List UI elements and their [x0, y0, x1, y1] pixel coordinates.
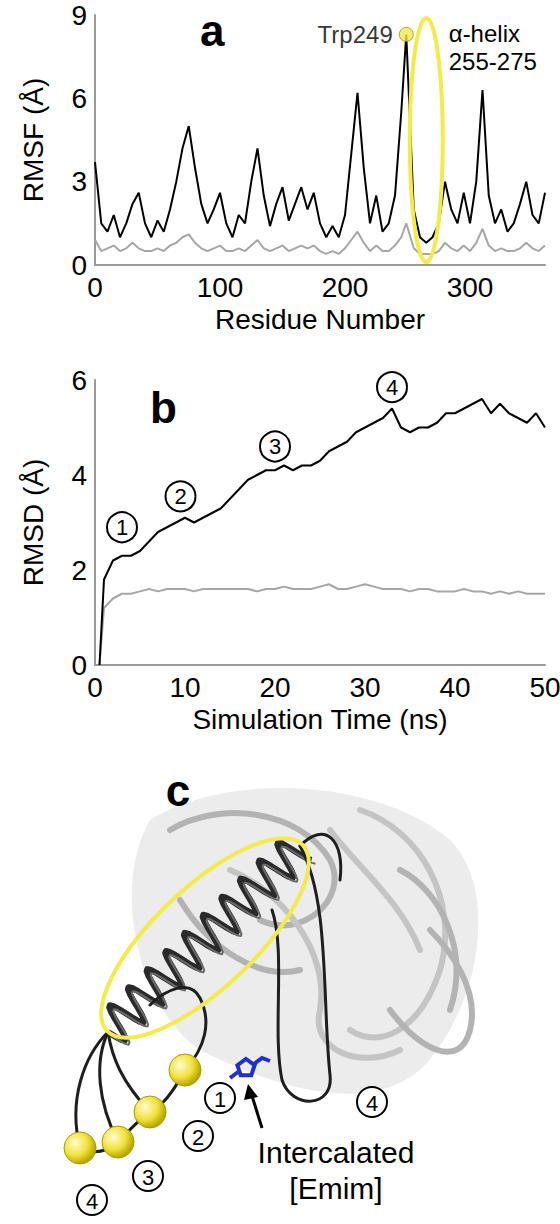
svg-text:4: 4	[366, 1091, 378, 1116]
svg-text:b: b	[150, 383, 177, 432]
svg-text:40: 40	[439, 672, 470, 703]
svg-text:RMSF (Å): RMSF (Å)	[18, 78, 49, 202]
svg-text:3: 3	[142, 1165, 154, 1190]
svg-text:2: 2	[71, 555, 87, 586]
svg-text:300: 300	[447, 272, 494, 303]
svg-text:Residue Number: Residue Number	[215, 304, 425, 335]
svg-text:4: 4	[386, 375, 398, 400]
svg-text:1: 1	[214, 1087, 226, 1112]
svg-text:9: 9	[71, 0, 87, 31]
svg-text:3: 3	[269, 434, 281, 459]
svg-text:50: 50	[529, 672, 560, 703]
svg-text:30: 30	[349, 672, 380, 703]
svg-text:6: 6	[71, 83, 87, 114]
svg-text:4: 4	[86, 1189, 98, 1214]
svg-text:0: 0	[71, 250, 87, 281]
svg-text:200: 200	[322, 272, 369, 303]
svg-text:255-275: 255-275	[449, 48, 537, 75]
svg-text:Intercalated: Intercalated	[258, 1136, 415, 1169]
svg-text:2: 2	[174, 484, 186, 509]
svg-text:100: 100	[197, 272, 244, 303]
svg-text:Simulation Time (ns): Simulation Time (ns)	[192, 704, 447, 735]
svg-text:0: 0	[71, 650, 87, 681]
svg-text:20: 20	[259, 672, 290, 703]
svg-text:2: 2	[192, 1125, 204, 1150]
svg-text:a: a	[200, 6, 225, 55]
svg-text:10: 10	[169, 672, 200, 703]
svg-text:0: 0	[87, 672, 103, 703]
svg-text:[Emim]: [Emim]	[289, 1172, 382, 1205]
svg-text:Trp249: Trp249	[318, 21, 393, 48]
svg-text:α-helix: α-helix	[449, 20, 520, 47]
svg-text:1: 1	[116, 515, 128, 540]
svg-text:6: 6	[71, 365, 87, 396]
svg-text:4: 4	[71, 460, 87, 491]
svg-text:c: c	[166, 766, 190, 815]
svg-text:RMSD (Å): RMSD (Å)	[18, 459, 49, 587]
svg-text:3: 3	[71, 166, 87, 197]
svg-text:0: 0	[87, 272, 103, 303]
